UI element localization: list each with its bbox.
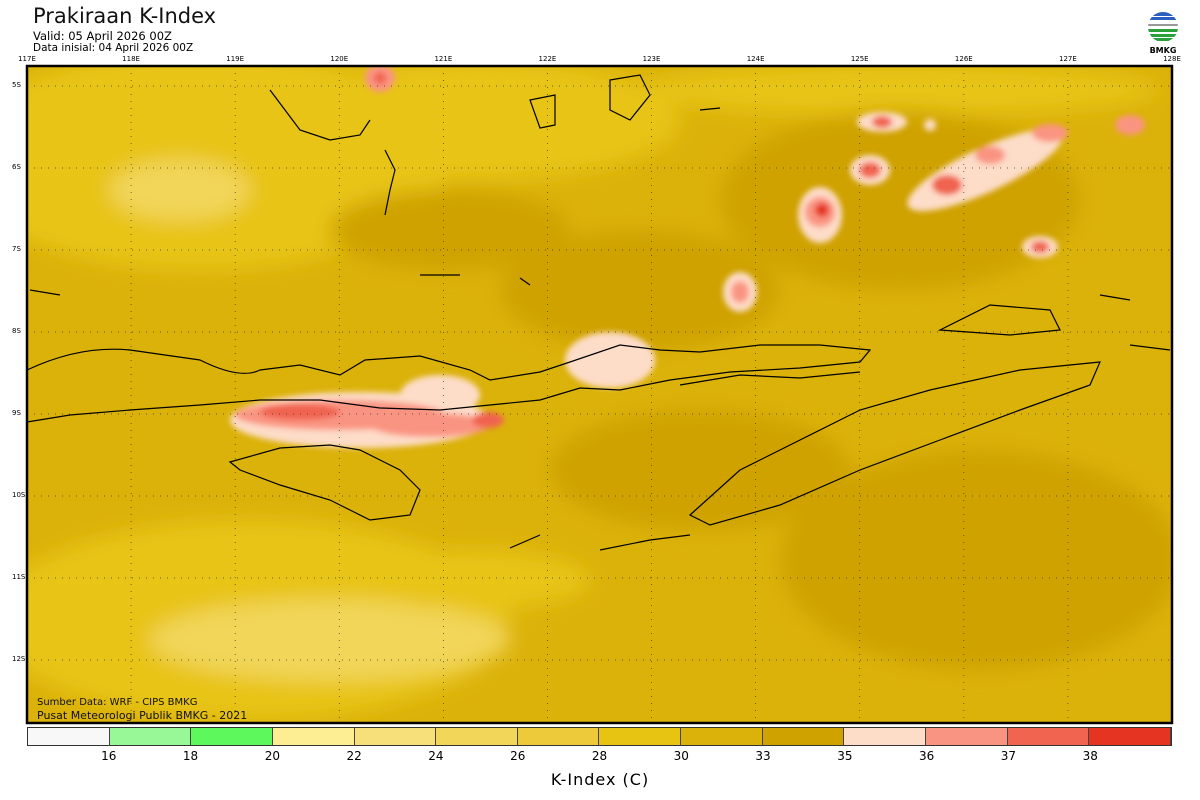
- k-index-field: [27, 66, 1172, 723]
- lon-label: 118E: [122, 55, 140, 63]
- lat-label: 11S: [12, 573, 26, 581]
- colorbar-label: 38: [1082, 749, 1098, 763]
- lon-label: 123E: [642, 55, 661, 63]
- colorbar-label: 30: [673, 749, 689, 763]
- valid-time: Valid: 05 April 2026 00Z: [33, 29, 172, 43]
- colorbar-bin: [926, 728, 1008, 745]
- colorbar-bin: [681, 728, 763, 745]
- colorbar-label: 24: [428, 749, 444, 763]
- colorbar-label: 37: [1000, 749, 1017, 763]
- lat-label: 9S: [12, 409, 21, 417]
- lon-label: 117E: [18, 55, 36, 63]
- svg-text:BMKG: BMKG: [1150, 46, 1177, 55]
- colorbar-title: K-Index (C): [550, 770, 650, 789]
- lat-label: 7S: [12, 245, 21, 253]
- colorbar-bin: [354, 728, 437, 745]
- colorbar-bin: [844, 728, 927, 745]
- page-title: Prakiraan K-Index: [33, 4, 217, 28]
- colorbar-label: 36: [919, 749, 935, 763]
- colorbar-bin: [1007, 728, 1090, 745]
- lon-label: 124E: [746, 55, 765, 63]
- colorbar-bin: [272, 728, 355, 745]
- colorbar-label: 35: [837, 749, 853, 763]
- lon-label: 127E: [1059, 55, 1077, 63]
- colorbar-bin: [191, 728, 273, 745]
- colorbar-label: 20: [264, 749, 280, 763]
- colorbar-label: 33: [755, 749, 771, 763]
- lon-label: 120E: [330, 55, 349, 63]
- bmkg-logo: BMKG: [1145, 10, 1181, 56]
- lon-label: 128E: [1163, 55, 1181, 63]
- data-source: Sumber Data: WRF - CIPS BMKG: [37, 697, 198, 708]
- colorbar-label: 22: [346, 749, 362, 763]
- colorbar-bin: [109, 728, 192, 745]
- colorbar-label: 26: [510, 749, 526, 763]
- lon-label: 122E: [538, 55, 557, 63]
- colorbar-bin: [762, 728, 845, 745]
- lat-label: 6S: [12, 163, 21, 171]
- lon-label: 119E: [226, 55, 245, 63]
- colorbar-bin: [599, 728, 682, 745]
- colorbar-label: 16: [101, 749, 117, 763]
- lat-label: 12S: [12, 655, 26, 663]
- colorbar-bin: [28, 728, 110, 745]
- lat-label: 8S: [12, 327, 21, 335]
- high-k-index-cells: [230, 66, 1145, 448]
- colorbar-bin: [1089, 728, 1171, 745]
- colorbar-label: 18: [182, 749, 199, 763]
- lon-label: 121E: [434, 55, 453, 63]
- lat-label: 10S: [12, 491, 26, 499]
- initial-time: Data inisial: 04 April 2026 00Z: [33, 42, 194, 54]
- credit-org: Pusat Meteorologi Publik BMKG - 2021: [37, 709, 248, 722]
- colorbar-label: 28: [591, 749, 608, 763]
- k-index-map: [25, 64, 1174, 725]
- lat-label: 5S: [12, 81, 21, 89]
- colorbar-bin: [436, 728, 518, 745]
- coastlines: [27, 74, 1171, 551]
- lon-label: 125E: [850, 55, 869, 63]
- colorbar: [27, 727, 1172, 746]
- colorbar-bin: [517, 728, 600, 745]
- lon-label: 126E: [954, 55, 973, 63]
